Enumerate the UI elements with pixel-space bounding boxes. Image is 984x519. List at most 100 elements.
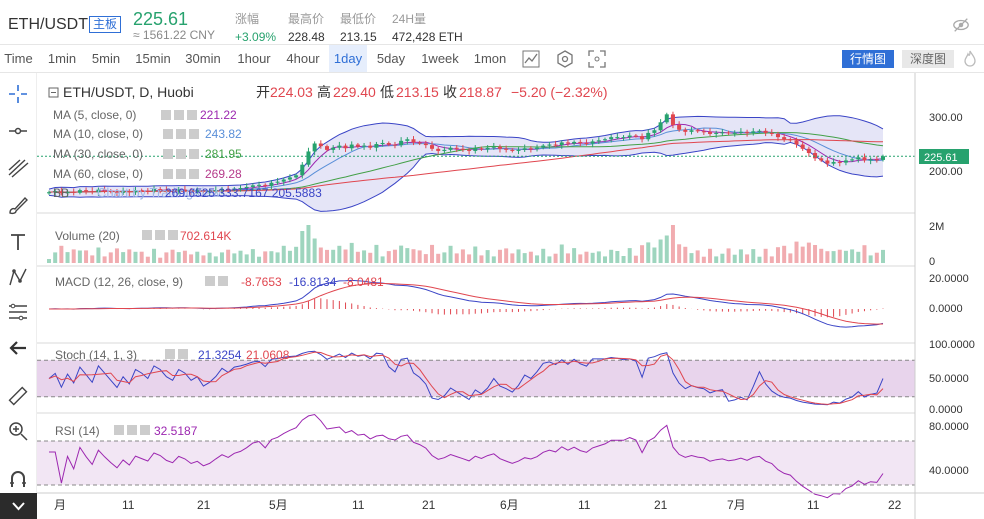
candle-body [362,145,367,147]
close-icon[interactable] [189,149,199,159]
volume-tick: 0 [929,256,935,268]
volume-bar [714,256,719,263]
tf-1hour[interactable]: 1hour [237,51,271,66]
volume-bar [565,253,570,263]
ruler-icon[interactable] [7,385,29,407]
eye-icon[interactable] [140,425,150,435]
tradingview-chart[interactable]: 300.00 200.00 225.61 2M 0 20.0000 0.0000… [37,73,984,519]
volume-bar [158,257,163,263]
volume-bar [738,249,743,263]
line-tool-icon[interactable] [7,120,29,142]
gear-icon[interactable] [114,425,124,435]
tf-30min[interactable]: 30min [185,51,221,66]
volume-bar [325,249,329,263]
tf-5min[interactable]: 5min [91,51,121,66]
tf-1min[interactable]: 1min [47,51,77,66]
volume-bar [695,250,700,263]
candle-body [201,190,206,192]
gear-icon[interactable] [176,169,186,179]
close-icon[interactable] [218,276,228,286]
volume-bar [868,255,873,263]
volume-bar [862,245,867,263]
hide-eye-icon[interactable] [952,16,970,34]
volume-bar [133,251,138,263]
gear-icon[interactable] [176,129,186,139]
gear-icon[interactable] [142,230,152,240]
kline-view-button[interactable]: 行情图 [842,50,895,68]
candle-body [578,141,583,143]
gear-icon[interactable] [174,110,184,120]
candle-body [843,160,848,163]
eye-icon[interactable] [168,230,178,240]
candle-body [325,146,329,150]
candle-body [448,147,453,150]
indicator-icon[interactable] [522,50,540,68]
close-icon[interactable] [127,425,137,435]
candle-body [423,143,428,146]
depth-view-button[interactable]: 深度图 [902,50,955,68]
bollinger-band-fill [49,115,883,212]
collapse-legend-icon[interactable] [48,87,59,98]
volume-bar [114,248,119,263]
collapse-toolbar-button[interactable] [0,493,37,519]
settings-icon[interactable] [556,50,574,68]
volume-bar [708,248,713,263]
tf-15min[interactable]: 15min [135,51,171,66]
gear-icon[interactable] [205,276,215,286]
magnet-icon[interactable] [7,468,29,490]
volume-bar [201,255,206,263]
volume-bar [448,245,453,263]
candle-body [195,190,200,192]
candle-body [763,130,768,133]
stoch-k-value: 21.3254 [198,348,242,362]
eye-icon[interactable] [161,110,171,120]
volume-bar [213,256,218,263]
eye-icon[interactable] [163,129,173,139]
eye-icon[interactable] [163,169,173,179]
close-icon[interactable] [189,169,199,179]
candle-body [53,191,58,193]
close-icon[interactable] [189,129,199,139]
candle-body [127,191,132,193]
close-icon[interactable] [155,230,165,240]
fib-tool-icon[interactable] [7,301,29,323]
close-icon[interactable] [178,349,188,359]
gear-icon[interactable] [176,149,186,159]
volume-bar [53,252,58,263]
candle-body [738,131,743,133]
stat-label: 24H量 [392,12,427,26]
price-tick: 200.00 [929,166,963,178]
volume-bar [491,256,496,263]
tf-1day[interactable]: 1day [329,45,367,72]
crosshair-icon[interactable] [7,83,29,105]
pair-name[interactable]: ETH/USDT [8,16,88,33]
candle-body [47,192,51,194]
candle-body [868,159,873,161]
back-arrow-icon[interactable] [7,337,29,359]
ma30-value: 281.95 [205,147,242,161]
volume-bars [47,225,885,263]
brush-tool-icon[interactable] [7,194,29,216]
gear-icon[interactable] [165,349,175,359]
candle-body [294,175,299,178]
tf-time[interactable]: Time [4,51,33,66]
candle-body [528,148,533,150]
fullscreen-icon[interactable] [588,50,606,68]
pattern-tool-icon[interactable] [7,266,29,288]
tf-5day[interactable]: 5day [376,51,406,66]
tf-1week[interactable]: 1week [421,51,459,66]
candle-body [263,184,268,186]
zoom-in-icon[interactable] [7,420,29,442]
stat-label: 涨幅 [235,12,260,26]
tf-4hour[interactable]: 4hour [286,51,320,66]
tf-1mon[interactable]: 1mon [473,51,507,66]
volume-bar [522,253,527,263]
close-icon[interactable] [187,110,197,120]
candle-body [559,142,564,146]
volume-bar [318,247,323,263]
text-tool-icon[interactable] [7,231,29,253]
candle-body [745,131,750,133]
eye-icon[interactable] [163,149,173,159]
channel-tool-icon[interactable] [7,157,29,179]
candle-body [306,151,311,165]
